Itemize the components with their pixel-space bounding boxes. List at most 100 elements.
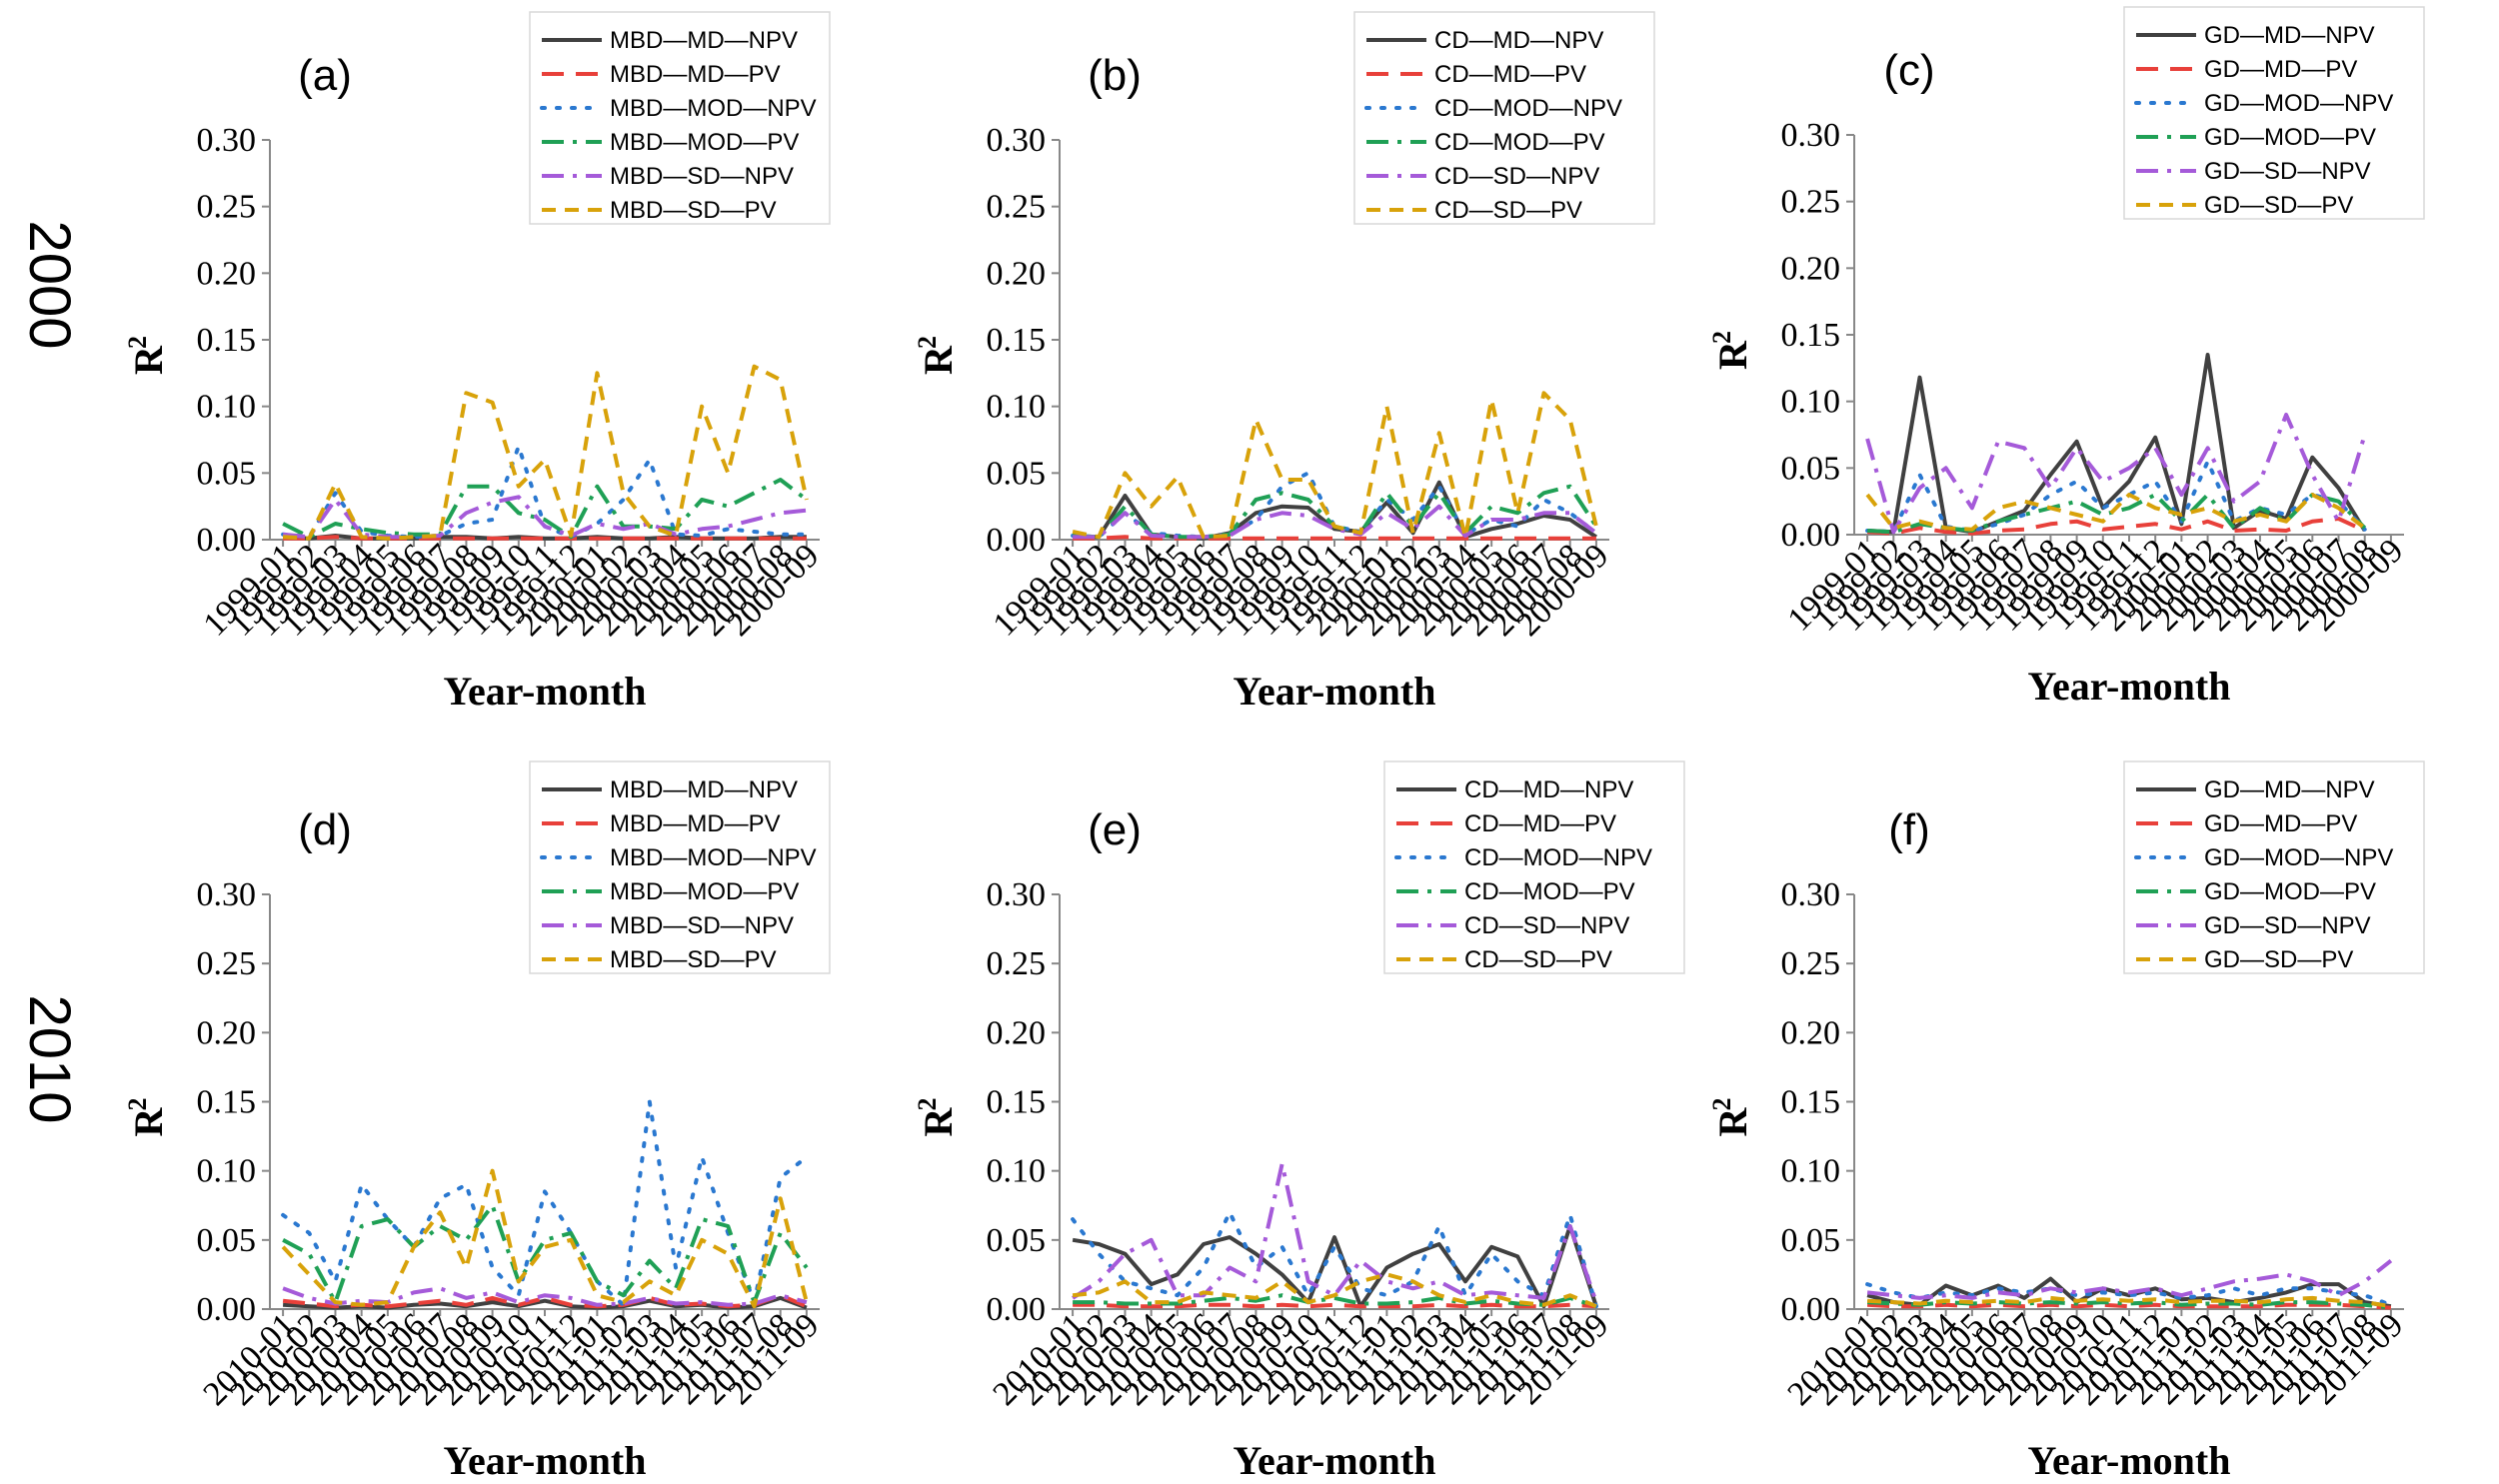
series-line bbox=[1866, 1295, 2392, 1309]
legend-entry: CD—SD—NPV bbox=[1434, 163, 1599, 190]
y-tick-label: 0.10 bbox=[987, 389, 1047, 426]
y-axis-title-superscript: 2 bbox=[1707, 331, 1736, 344]
legend-entry: GD—MOD—NPV bbox=[2204, 844, 2393, 871]
series-line bbox=[1866, 1259, 2393, 1300]
y-axis-title-superscript: 2 bbox=[123, 336, 152, 349]
chart-panel-1: (a)0.000.050.100.150.200.250.301999-0119… bbox=[123, 11, 831, 714]
y-tick-label: 0.10 bbox=[197, 389, 257, 426]
panel-label: (d) bbox=[298, 805, 352, 854]
y-tick-label: 0.15 bbox=[197, 322, 257, 359]
y-tick-label: 0.05 bbox=[987, 455, 1047, 492]
panel-label: (c) bbox=[1883, 46, 1934, 95]
series-line bbox=[282, 364, 809, 541]
legend: GD—MD—NPV GD—MD—PV GD—MOD—NPV GD—MOD—PV GD—S… bbox=[2123, 760, 2425, 974]
y-tick-label: 0.30 bbox=[1781, 876, 1841, 913]
y-axis-title: R2 bbox=[913, 1098, 961, 1137]
y-tick-label: 0.15 bbox=[1781, 1084, 1841, 1121]
y-tick-label: 0.10 bbox=[197, 1153, 257, 1190]
y-axis-title: R2 bbox=[913, 336, 961, 375]
legend-entry: GD—MD—NPV bbox=[2204, 22, 2375, 49]
y-tick-label: 0.30 bbox=[197, 876, 257, 913]
legend-entry: GD—MOD—PV bbox=[2204, 124, 2376, 151]
legend-entry: MBD—MOD—NPV bbox=[610, 95, 817, 122]
legend-entry: GD—SD—PV bbox=[2204, 192, 2353, 219]
y-axis-title-text: R bbox=[916, 345, 961, 375]
series-line bbox=[1865, 493, 2366, 532]
y-tick-label: 0.25 bbox=[987, 945, 1047, 982]
series-line bbox=[282, 1286, 808, 1307]
y-tick-label: 0.20 bbox=[1781, 1014, 1841, 1051]
y-tick-label: 0.25 bbox=[1781, 945, 1841, 982]
y-tick-label: 0.05 bbox=[197, 1222, 257, 1259]
series-line bbox=[1072, 1272, 1597, 1309]
legend-entry: CD—SD—PV bbox=[1434, 197, 1582, 224]
y-tick-label: 0.20 bbox=[1781, 250, 1841, 287]
y-tick-label: 0.25 bbox=[1781, 184, 1841, 221]
legend-box bbox=[1353, 11, 1655, 225]
y-tick-label: 0.15 bbox=[1781, 317, 1841, 354]
legend-entry: MBD—MD—PV bbox=[610, 61, 781, 88]
legend-box bbox=[1383, 760, 1685, 974]
series-line bbox=[281, 1099, 809, 1307]
series-line bbox=[1071, 1210, 1598, 1309]
y-axis-title-superscript: 2 bbox=[913, 1098, 942, 1111]
legend-entry: MBD—MD—NPV bbox=[610, 27, 798, 54]
chart-panel-5: (e)0.000.050.100.150.200.250.302010-0120… bbox=[913, 760, 1685, 1483]
y-tick-label: 0.05 bbox=[1781, 450, 1841, 487]
legend-entry: MBD—SD—PV bbox=[610, 197, 777, 224]
y-axis-title-text: R bbox=[1710, 340, 1755, 370]
y-tick-label: 0.10 bbox=[1781, 1153, 1841, 1190]
series-line bbox=[1073, 504, 1598, 540]
y-tick-label: 0.00 bbox=[197, 522, 257, 559]
y-axis-title-text: R bbox=[1710, 1107, 1755, 1137]
legend: MBD—MD—NPV MBD—MD—PV MBD—MOD—NPV MBD—MOD—PV… bbox=[529, 11, 831, 225]
y-axis-title-superscript: 2 bbox=[123, 1098, 152, 1111]
panel-label: (e) bbox=[1088, 805, 1142, 854]
series-line bbox=[282, 478, 809, 540]
y-axis-title: R2 bbox=[123, 336, 171, 375]
y-tick-label: 0.00 bbox=[987, 522, 1047, 559]
legend-entry: MBD—MOD—PV bbox=[610, 878, 799, 905]
series-line bbox=[1073, 1293, 1597, 1309]
series-line bbox=[281, 1168, 809, 1309]
y-tick-label: 0.20 bbox=[987, 1014, 1047, 1051]
legend: CD—MD—NPV CD—MD—PV CD—MOD—NPV CD—MOD—PV CD—S… bbox=[1383, 760, 1685, 974]
x-axis-title: Year-month bbox=[2028, 664, 2231, 709]
series-line bbox=[1866, 1302, 2392, 1310]
series-line bbox=[1072, 1161, 1598, 1303]
y-tick-label: 0.15 bbox=[987, 1084, 1047, 1121]
y-tick-label: 0.25 bbox=[987, 189, 1047, 226]
panel-label: (a) bbox=[298, 51, 352, 100]
y-tick-label: 0.25 bbox=[197, 945, 257, 982]
chart-panel-3: (c)0.000.050.100.150.200.250.301999-0119… bbox=[1707, 6, 2425, 709]
chart-panel-6: (f)0.000.050.100.150.200.250.302010-0120… bbox=[1707, 760, 2425, 1483]
y-tick-label: 0.05 bbox=[1781, 1222, 1841, 1259]
legend-box bbox=[529, 760, 831, 974]
y-tick-label: 0.00 bbox=[987, 1291, 1047, 1328]
series-line bbox=[1073, 1302, 1597, 1309]
row-label-2010: 2010 bbox=[17, 994, 82, 1123]
legend-entry: CD—MOD—NPV bbox=[1434, 95, 1622, 122]
y-tick-label: 0.30 bbox=[987, 122, 1047, 159]
legend-entry: MBD—SD—PV bbox=[610, 946, 777, 973]
series-line bbox=[282, 495, 808, 540]
legend-box bbox=[2123, 6, 2425, 220]
series-line bbox=[1865, 1282, 2393, 1307]
legend-box bbox=[529, 11, 831, 225]
y-tick-label: 0.00 bbox=[1781, 1291, 1841, 1328]
panel-label: (b) bbox=[1088, 51, 1142, 100]
legend-entry: GD—SD—PV bbox=[2204, 946, 2353, 973]
y-axis-title: R2 bbox=[1707, 1098, 1755, 1137]
series-line bbox=[1866, 1276, 2392, 1309]
y-tick-label: 0.10 bbox=[1781, 384, 1841, 421]
y-tick-label: 0.20 bbox=[197, 255, 257, 292]
legend-entry: CD—MOD—PV bbox=[1434, 129, 1605, 156]
legend-entry: CD—SD—NPV bbox=[1464, 912, 1629, 939]
series-line bbox=[1073, 535, 1596, 541]
legend-entry: CD—MD—NPV bbox=[1434, 27, 1603, 54]
legend-entry: MBD—SD—NPV bbox=[610, 163, 794, 190]
x-axis-title: Year-month bbox=[444, 669, 647, 714]
y-axis-title-superscript: 2 bbox=[1707, 1098, 1736, 1111]
y-tick-label: 0.05 bbox=[197, 455, 257, 492]
